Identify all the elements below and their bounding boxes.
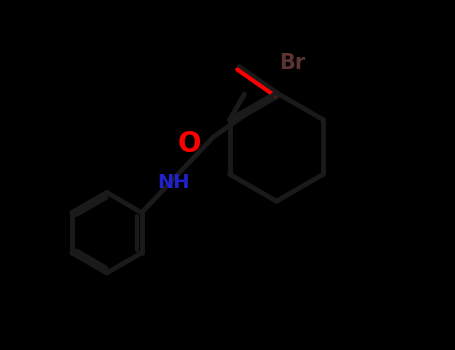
Text: Br: Br	[279, 53, 305, 73]
Text: O: O	[177, 130, 201, 158]
Text: NH: NH	[157, 173, 189, 191]
